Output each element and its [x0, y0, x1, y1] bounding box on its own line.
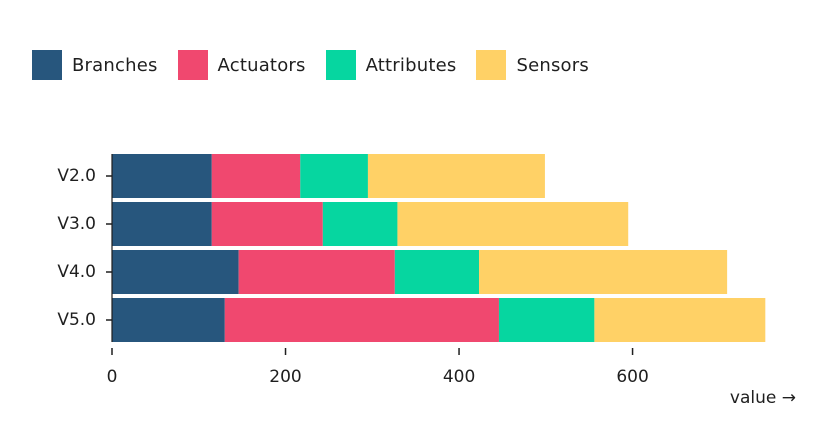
y-axis: V2.0 V3.0 V4.0 V5.0 — [57, 154, 113, 342]
bar-segment — [300, 154, 368, 198]
x-tick-label: 400 — [443, 367, 475, 387]
bar-segment — [211, 154, 301, 198]
bar-segment — [322, 202, 398, 246]
legend-swatch — [32, 50, 62, 80]
y-tick-label: V5.0 — [57, 310, 96, 330]
y-tick-label: V3.0 — [57, 214, 96, 234]
legend-swatch — [476, 50, 507, 80]
bar-segment — [112, 250, 239, 294]
legend-label: Actuators — [217, 54, 306, 76]
y-tick-label: V4.0 — [57, 262, 96, 282]
bar-segment — [112, 202, 212, 246]
x-axis: 0 200 400 600 value → — [107, 348, 796, 408]
legend-item: Actuators — [177, 50, 306, 80]
bars-group — [112, 154, 766, 342]
x-tick-label: 200 — [269, 367, 301, 387]
legend-swatch — [325, 50, 356, 80]
bar-segment — [594, 298, 766, 342]
legend: Branches Actuators Attributes Sensors — [32, 49, 609, 81]
bar-segment — [478, 250, 728, 294]
legend-label: Sensors — [516, 54, 589, 76]
x-tick-label: 600 — [616, 367, 648, 387]
legend-swatch — [177, 50, 208, 80]
bar-segment — [211, 202, 323, 246]
legend-item: Branches — [32, 50, 158, 80]
x-tick-label: 0 — [107, 367, 118, 387]
bar-segment — [498, 298, 595, 342]
legend-label: Branches — [72, 54, 158, 76]
bar-segment — [224, 298, 499, 342]
legend-item: Sensors — [476, 50, 589, 80]
y-tick-label: V2.0 — [57, 166, 96, 186]
bar-segment — [112, 298, 225, 342]
bar-segment — [367, 154, 545, 198]
bar-segment — [238, 250, 395, 294]
bar-segment — [394, 250, 479, 294]
legend-label: Attributes — [365, 54, 457, 76]
bar-segment — [397, 202, 629, 246]
x-axis-label: value → — [730, 388, 796, 408]
legend-item: Attributes — [325, 50, 457, 80]
bar-segment — [112, 154, 212, 198]
